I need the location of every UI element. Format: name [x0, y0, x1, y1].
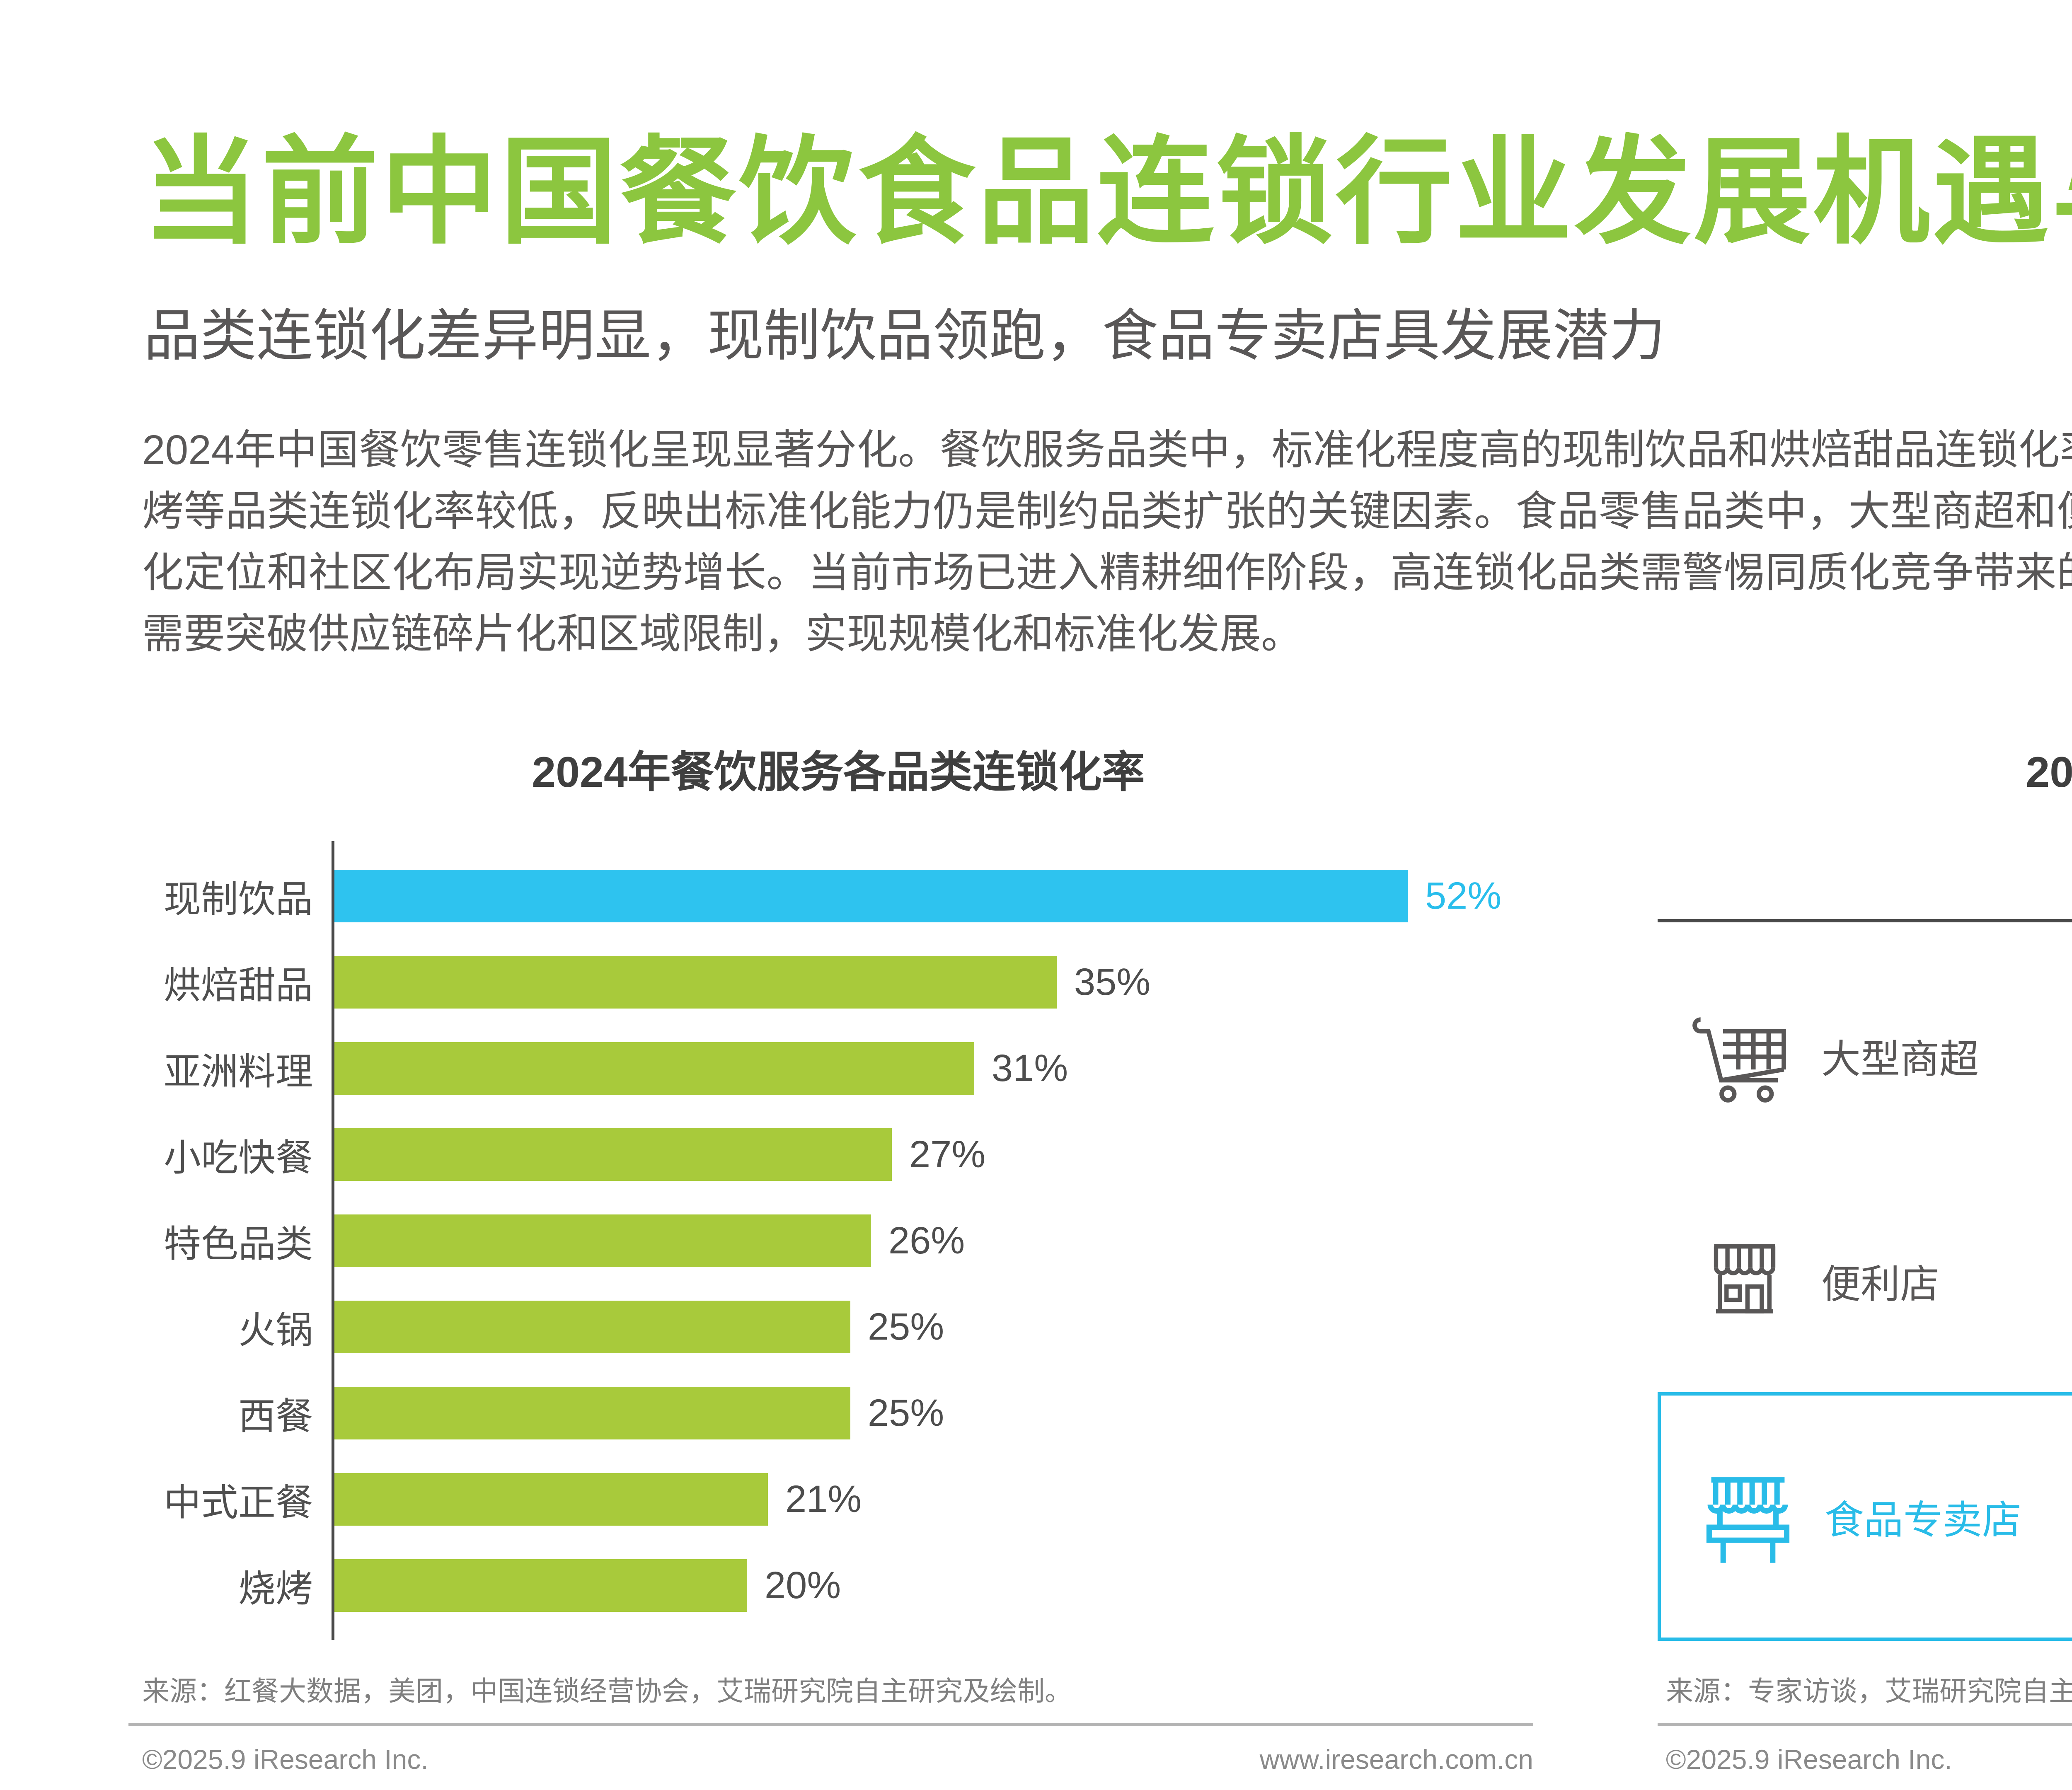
- bar-row: 中式正餐 21%: [142, 1456, 1535, 1542]
- bar-value-label: 31%: [992, 1047, 1068, 1089]
- page-subtitle: 品类连锁化差异明显，现制饮品领跑，食品专卖店具发展潜力: [144, 304, 1665, 367]
- shopping-cart-icon: [1691, 994, 1798, 1118]
- bar-row: 特色品类 26%: [142, 1197, 1535, 1284]
- bar-fill: [334, 1473, 768, 1526]
- summary-paragraph: 2024年中国餐饮零售连锁化呈现显著分化。餐饮服务品类中，标准化程度高的现制饮品…: [142, 427, 2072, 657]
- bar-track: 35%: [334, 955, 1535, 1009]
- bar-fill: [334, 869, 1408, 922]
- source-note-left: 来源：红餐大数据，美团，中国连锁经营协会，艾瑞研究院自主研究及绘制。: [142, 1676, 1072, 1706]
- bar-fill: [334, 1214, 871, 1267]
- footer-divider-left: [128, 1723, 1533, 1726]
- table-header-row: 连锁化程度 特点: [1658, 840, 2072, 882]
- bar-track: 27%: [334, 1128, 1535, 1181]
- bar-row: 小吃快餐 27%: [142, 1111, 1535, 1197]
- bar-row: 烧烤 20%: [142, 1542, 1535, 1628]
- bar-track: 21%: [334, 1473, 1535, 1526]
- bar-value-label: 25%: [868, 1391, 944, 1434]
- bar-value-label: 21%: [785, 1478, 862, 1520]
- table-chart-food-retail: 2024年食品零售各品类连锁化程度 连锁化程度 特点 大型商超 传统大型超市连锁…: [1658, 729, 2072, 1666]
- category-label: 烧烤: [238, 1568, 313, 1610]
- bar-chart-plot-area: 现制饮品 52% 烘焙甜品 35% 亚洲料理 31% 小吃快餐 27% 特色品类 26% 火锅 25%…: [142, 841, 1535, 1640]
- bar-row: 西餐 25%: [142, 1370, 1535, 1456]
- bar-value-label: 52%: [1425, 874, 1502, 917]
- bar-value-label: 26%: [888, 1219, 965, 1262]
- bar-value-label: 35%: [1074, 960, 1151, 1003]
- source-note-right: 来源：专家访谈，艾瑞研究院自主研究及绘制。: [1666, 1676, 2072, 1706]
- bar-value-label: 27%: [909, 1133, 986, 1176]
- bar-chart-restaurant-chain-rate: 2024年餐饮服务各品类连锁化率 现制饮品 52% 烘焙甜品 35% 亚洲料理 31% 小吃…: [142, 729, 1535, 1666]
- bar-track: 31%: [334, 1042, 1535, 1095]
- y-axis-line: [332, 841, 334, 1640]
- copyright-right: ©2025.9 iResearch Inc.: [1666, 1744, 1952, 1775]
- table-row-highlighted: 食品专卖店 品类分散且区域化明显，锅圈食汇和鸣鸣很忙等品牌通过差异化定位实现快速…: [1658, 1392, 2072, 1641]
- category-name: 便利店: [1821, 1262, 1940, 1306]
- category-label: 现制饮品: [164, 879, 313, 920]
- bar-row: 火锅 25%: [142, 1284, 1535, 1370]
- footer-divider-right: [1658, 1723, 2072, 1726]
- footer-left: 来源：红餐大数据，美团，中国连锁经营协会，艾瑞研究院自主研究及绘制。 ©2025…: [128, 1669, 1533, 1775]
- bar-track: 25%: [334, 1300, 1535, 1353]
- bar-fill: [334, 955, 1057, 1009]
- category-label: 中式正餐: [164, 1482, 313, 1524]
- bar-row: 现制饮品 52%: [142, 853, 1535, 939]
- bar-track: 52%: [334, 869, 1535, 922]
- bar-value-label: 25%: [868, 1305, 944, 1348]
- footer-right: 来源：专家访谈，艾瑞研究院自主研究及绘制。 ©2025.9 iResearch …: [1658, 1669, 2072, 1775]
- bar-row: 烘焙甜品 35%: [142, 939, 1535, 1025]
- bar-row: 亚洲料理 31%: [142, 1025, 1535, 1111]
- category-label: 烘焙甜品: [164, 965, 313, 1006]
- bar-fill: [334, 1559, 747, 1612]
- table-chart-title: 2024年食品零售各品类连锁化程度: [2026, 748, 2072, 796]
- bar-fill: [334, 1386, 850, 1439]
- category-label: 亚洲料理: [164, 1051, 313, 1093]
- website-link-left: www.iresearch.com.cn: [1259, 1744, 1533, 1775]
- category-label: 小吃快餐: [164, 1137, 313, 1179]
- category-label: 特色品类: [164, 1224, 313, 1265]
- bar-fill: [334, 1042, 974, 1095]
- category-label: 西餐: [238, 1396, 313, 1437]
- convenience-store-icon: [1691, 1223, 1798, 1339]
- bar-track: 20%: [334, 1559, 1535, 1612]
- table-body: 大型商超 传统大型超市连锁体系成熟，但面临转型压力，部分品牌门店数量出现负增长。…: [1658, 922, 2072, 1641]
- table-header-divider: [1658, 919, 2072, 922]
- table-row: 便利店 便利店集中度较高，头部品牌占主导地位，但因竞争激烈和品牌同质化严重，销售…: [1658, 1183, 2072, 1378]
- bar-value-label: 20%: [765, 1564, 841, 1606]
- market-stall-icon: [1694, 1461, 1802, 1572]
- category-name: 食品专卖店: [1825, 1498, 2022, 1542]
- page-title: 当前中国餐饮食品连锁行业发展机遇与挑战: [142, 127, 2072, 257]
- bar-chart-title: 2024年餐饮服务各品类连锁化率: [532, 748, 1145, 796]
- bar-track: 26%: [334, 1214, 1535, 1267]
- copyright-left: ©2025.9 iResearch Inc.: [142, 1744, 428, 1775]
- bar-track: 25%: [334, 1386, 1535, 1439]
- category-label: 火锅: [238, 1310, 313, 1351]
- table-row: 大型商超 传统大型超市连锁体系成熟，但面临转型压力，部分品牌门店数量出现负增长。…: [1658, 952, 2072, 1159]
- bar-fill: [334, 1300, 850, 1353]
- category-name: 大型商超: [1821, 1037, 1979, 1081]
- bar-fill: [334, 1128, 892, 1181]
